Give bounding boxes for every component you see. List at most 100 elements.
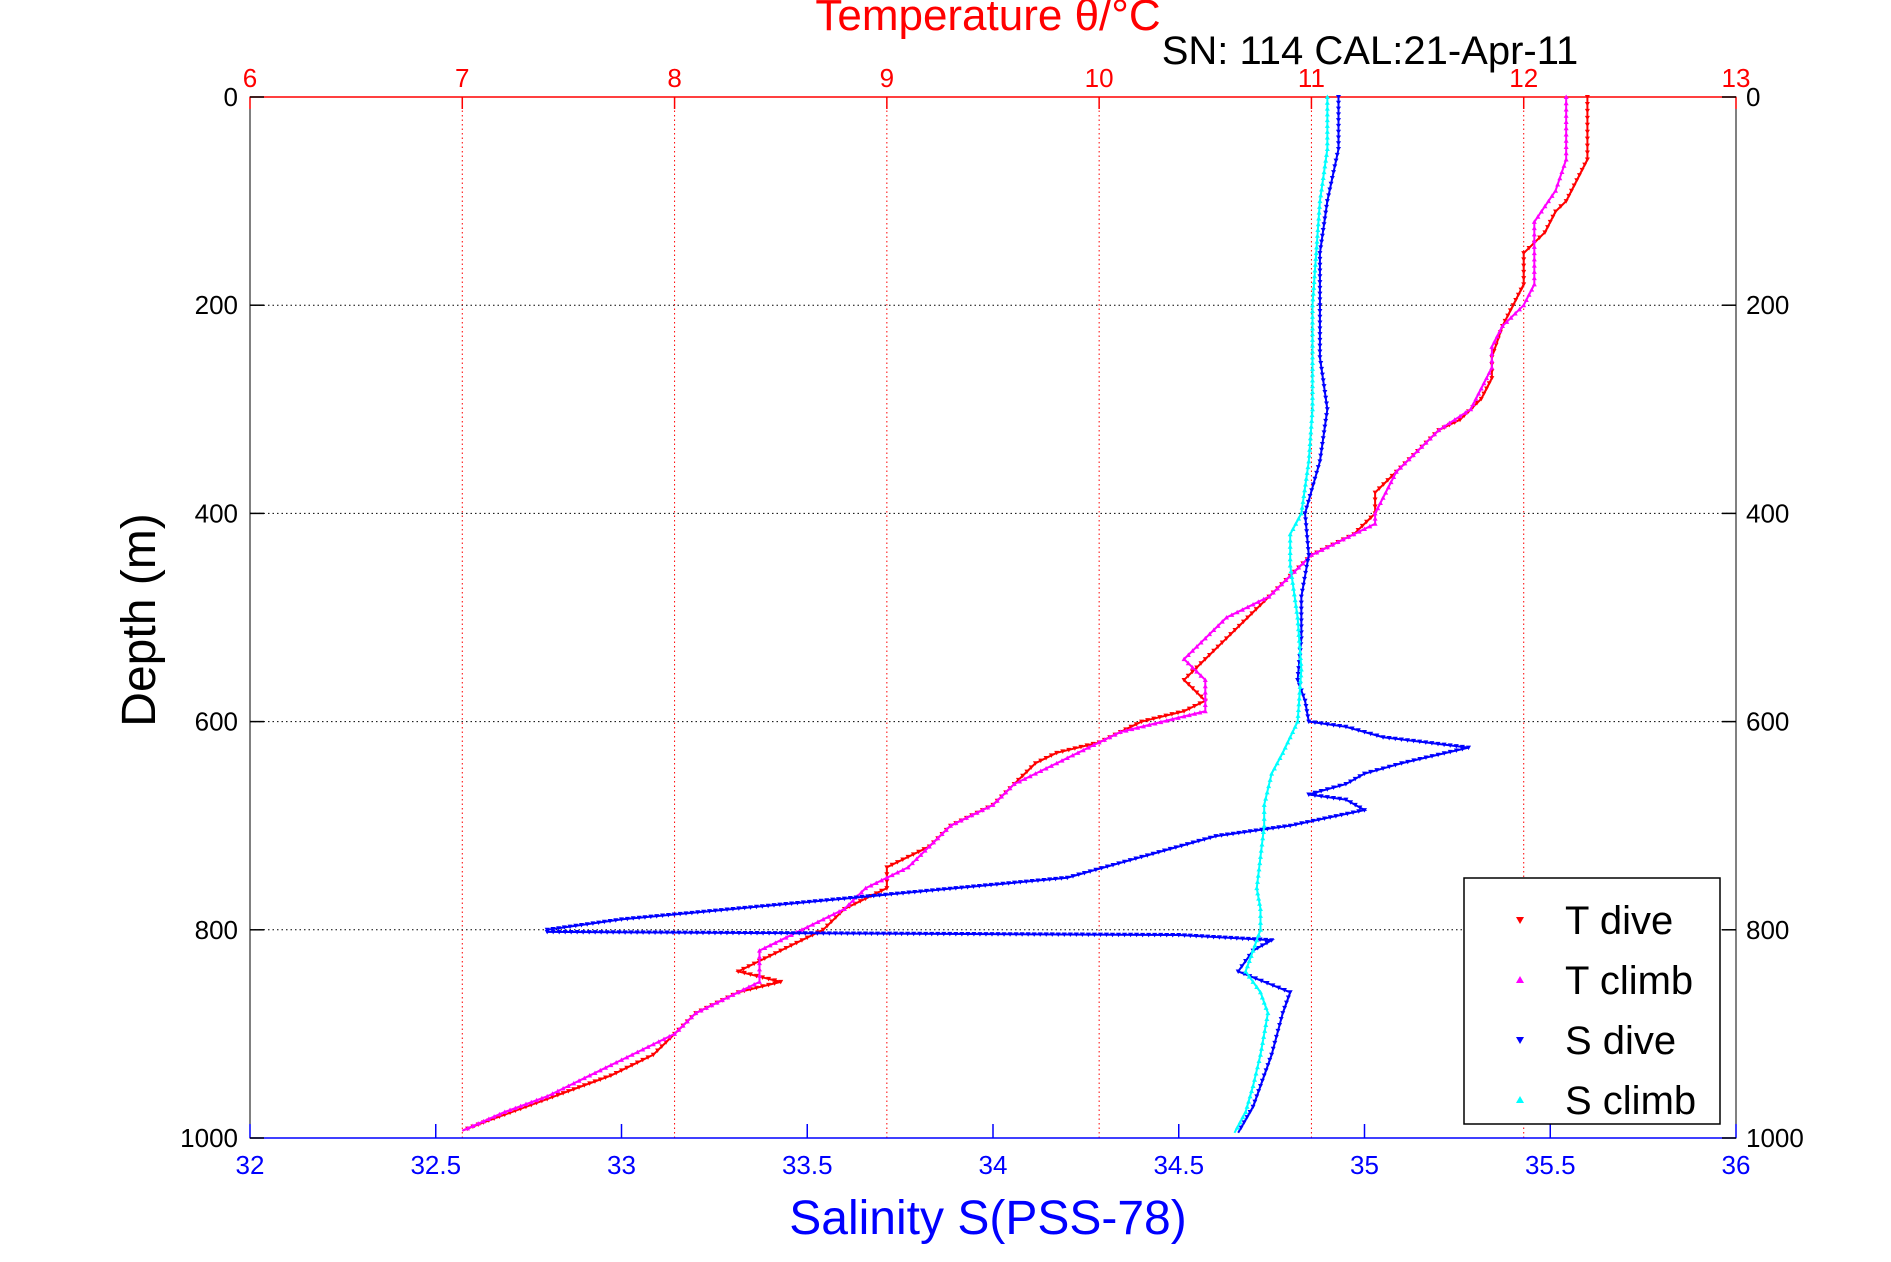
data-point [1023,879,1029,885]
data-point [1523,297,1529,302]
data-point [1332,164,1338,169]
data-point [1276,985,1282,991]
data-point [1287,734,1293,740]
data-point [789,901,795,907]
data-point [1296,565,1302,570]
data-point [1435,752,1441,758]
data-point [893,931,899,937]
data-point [1446,420,1452,426]
data-point [1316,817,1322,823]
data-point [1531,231,1537,237]
data-point [1324,544,1330,550]
data-point [1122,932,1128,938]
data-point [1257,906,1263,911]
data-point [578,922,584,928]
data-point [884,865,890,870]
data-point [916,849,922,855]
data-point [1385,484,1391,490]
data-point [1398,465,1404,470]
data-point [1219,619,1225,624]
data-point [1289,574,1295,580]
data-point [1320,436,1326,441]
data-point [1244,1104,1250,1109]
data-point [882,892,888,898]
data-point [1521,257,1527,262]
depth-tick-label: 1000 [180,1123,238,1153]
data-point [1410,452,1416,458]
data-point [1080,747,1086,753]
data-point [857,899,863,904]
data-point [1275,1028,1281,1034]
data-point [556,929,562,935]
data-point [1270,590,1276,595]
data-point [910,852,916,857]
data-point [751,981,757,987]
data-point [1563,125,1569,131]
data-point [1481,380,1487,386]
data-point [1343,782,1349,787]
depth-tick-label: 400 [195,498,238,528]
data-point [1230,831,1236,837]
data-point [1311,285,1317,290]
data-point [1307,447,1313,452]
data-point [1429,754,1435,759]
data-point [1049,932,1055,937]
data-point [1310,482,1316,487]
data-point [1251,937,1257,942]
data-point [1043,932,1049,937]
data-point [1423,755,1429,761]
data-point [994,798,1000,803]
data-point [929,931,935,937]
data-point [753,973,759,979]
data-point [706,909,712,914]
data-point [1048,753,1054,758]
data-point [1250,1104,1256,1110]
data-point [1317,274,1323,279]
data-point [1380,495,1386,500]
depth-tick-label-right: 200 [1746,290,1789,320]
data-point [1249,611,1255,616]
data-point [1211,648,1217,654]
data-point [714,1000,720,1005]
data-point [629,1063,635,1068]
data-point [1584,101,1590,107]
data-point [1531,250,1537,256]
data-point [1344,811,1350,817]
data-point [771,903,777,908]
data-point [1202,689,1208,695]
data-point [1246,1099,1252,1104]
data-point [917,931,923,937]
data-point [584,922,590,927]
data-point [1380,735,1386,740]
data-point [676,930,682,936]
data-point [1531,281,1537,287]
legend-box [1463,877,1721,1125]
data-point [1170,932,1176,938]
data-point [1151,716,1157,722]
data-point [977,932,983,937]
data-point [1175,710,1181,716]
data-point [1213,834,1219,839]
series-t-dive [461,95,1590,1132]
data-point [1116,932,1122,938]
data-point [1321,169,1327,175]
data-point [1309,325,1315,331]
data-point [1290,729,1296,735]
data-point [766,976,772,982]
data-point [1261,1000,1267,1005]
data-point [700,930,706,936]
data-point [1298,655,1304,660]
data-point [1091,742,1097,748]
data-point [1304,820,1310,825]
data-point [1283,1000,1289,1006]
data-point [1309,366,1315,371]
data-point [1321,430,1327,435]
data-point [1198,639,1204,645]
data-point [1312,720,1318,725]
data-point [1186,712,1192,718]
data-point [1563,156,1569,162]
data-point [658,930,664,936]
data-point [1398,737,1404,742]
data-point [610,930,616,935]
data-point [1324,140,1330,146]
